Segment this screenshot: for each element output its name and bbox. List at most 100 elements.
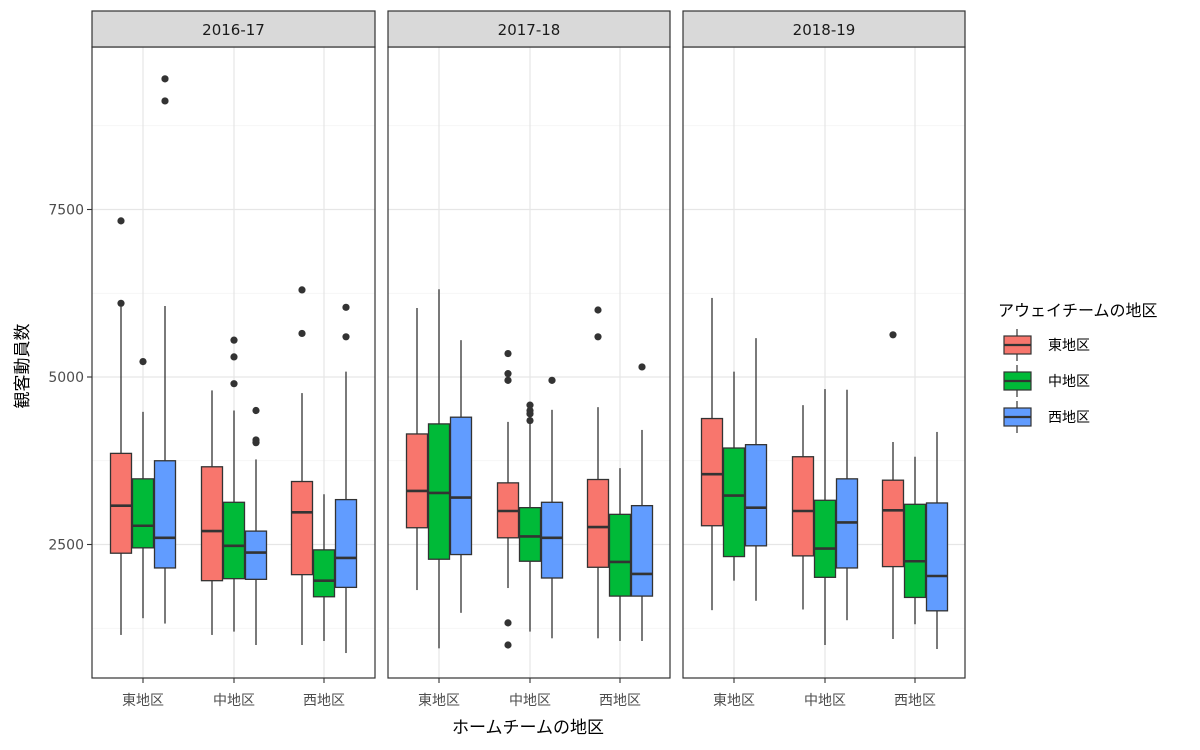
box-2017-18-中地区-中地区: [518, 401, 542, 632]
box-2017-18-東地区-中地区: [427, 289, 451, 649]
legend-item-東地区: 東地区: [1003, 329, 1090, 361]
x-tick-label: 中地区: [509, 693, 551, 709]
box-iqr: [813, 499, 837, 578]
outlier-point: [594, 333, 602, 341]
box-2017-18-西地区-中地区: [608, 468, 632, 641]
box-2016-17-中地区-中地区: [222, 336, 246, 632]
box-2016-17-西地区-東地区: [290, 286, 314, 645]
box-2016-17-西地区-西地区: [334, 303, 358, 654]
outlier-point: [342, 303, 350, 311]
box-iqr: [200, 466, 224, 582]
box-iqr: [881, 479, 905, 568]
outlier-point: [504, 619, 512, 627]
box-iqr: [153, 460, 177, 569]
outlier-point: [230, 353, 238, 361]
outlier-point: [526, 401, 534, 409]
outlier-point: [252, 406, 260, 415]
box-2016-17-東地区-中地区: [131, 357, 155, 619]
outlier-point: [504, 641, 512, 649]
box-iqr: [427, 423, 451, 560]
box-2018-19-西地区-東地区: [881, 331, 905, 639]
x-tick-label: 中地区: [213, 693, 255, 709]
outlier-point: [161, 97, 169, 105]
x-tick-label: 東地区: [418, 693, 460, 709]
facet-panel-2016-17: 2016-17 東地区 中地区 西地区: [91, 10, 376, 709]
box-2016-17-東地区-西地区: [153, 75, 177, 624]
facet-label: 2016-17: [202, 21, 265, 39]
box-iqr: [518, 506, 542, 562]
box-iqr: [586, 478, 610, 568]
box-2017-18-西地区-西地区: [630, 363, 654, 641]
outlier-point: [342, 333, 350, 341]
x-tick-label: 西地区: [894, 693, 936, 709]
legend-label: 東地区: [1048, 338, 1090, 354]
facet-strip: [387, 10, 671, 48]
box-iqr: [131, 478, 155, 549]
outlier-point: [139, 357, 147, 366]
box-2017-18-中地区-東地区: [496, 349, 520, 649]
y-tick-label: 5000: [48, 370, 84, 386]
outlier-point: [526, 406, 534, 415]
box-2018-19-中地区-中地区: [813, 389, 837, 645]
box-iqr: [903, 503, 927, 599]
box-2017-18-西地区-東地区: [586, 306, 610, 639]
outlier-point: [117, 299, 125, 307]
box-iqr: [109, 452, 133, 554]
legend-label: 中地区: [1048, 374, 1090, 390]
outlier-point: [889, 331, 897, 339]
box-iqr: [244, 530, 268, 580]
x-tick-label: 東地区: [713, 693, 755, 709]
outlier-point: [504, 370, 512, 378]
facet-strip: [682, 10, 966, 48]
box-iqr: [925, 502, 949, 612]
y-tick-label: 7500: [48, 203, 84, 219]
facet-label: 2017-18: [498, 21, 561, 39]
box-2018-19-西地区-西地区: [925, 431, 949, 650]
outlier-point: [230, 336, 238, 344]
x-tick-label: 東地区: [122, 693, 164, 709]
outlier-point: [252, 436, 260, 444]
box-2017-18-東地区-東地区: [405, 307, 429, 591]
outlier-point: [504, 376, 512, 384]
legend-item-西地区: 西地区: [1003, 401, 1090, 433]
box-2018-19-中地区-西地区: [835, 389, 859, 621]
facet-panel-2017-18: 2017-18 東地区 中地区 西地区: [387, 10, 671, 709]
legend-title: アウェイチームの地区: [998, 301, 1158, 320]
box-iqr: [334, 498, 358, 589]
outlier-point: [161, 75, 169, 83]
x-tick-label: 西地区: [303, 693, 345, 709]
legend-label: 西地区: [1048, 410, 1090, 426]
outlier-point: [230, 380, 238, 388]
box-2016-17-中地区-西地区: [244, 406, 268, 645]
box-2018-19-中地区-東地区: [791, 405, 815, 610]
box-iqr: [540, 501, 564, 579]
box-iqr: [630, 504, 654, 597]
box-2016-17-中地区-東地区: [200, 390, 224, 635]
outlier-point: [298, 329, 306, 338]
box-iqr: [608, 513, 632, 597]
y-tick-label: 2500: [48, 538, 84, 554]
box-iqr: [791, 456, 815, 557]
x-axis-title: ホームチームの地区: [452, 718, 604, 738]
box-iqr: [222, 501, 246, 580]
box-iqr: [700, 417, 724, 527]
box-iqr: [312, 549, 336, 598]
box-2018-19-東地区-西地区: [744, 338, 768, 601]
box-iqr: [449, 416, 473, 556]
y-axis-title: 観客動員数: [13, 324, 33, 409]
box-iqr: [722, 447, 746, 558]
box-2018-19-西地区-中地区: [903, 456, 927, 625]
x-tick-label: 中地区: [804, 693, 846, 709]
box-2017-18-東地区-西地区: [449, 340, 473, 613]
outlier-point: [117, 217, 125, 225]
box-2016-17-東地区-東地区: [109, 217, 133, 635]
outlier-point: [504, 349, 512, 358]
outlier-point: [526, 416, 534, 425]
box-iqr: [405, 433, 429, 529]
facet-panel-2018-19: 2018-19 東地区 中地区 西地区: [682, 10, 966, 709]
box-iqr: [744, 444, 768, 547]
outlier-point: [594, 306, 602, 314]
facet-strip: [91, 10, 376, 48]
box-2018-19-東地区-東地区: [700, 297, 724, 611]
